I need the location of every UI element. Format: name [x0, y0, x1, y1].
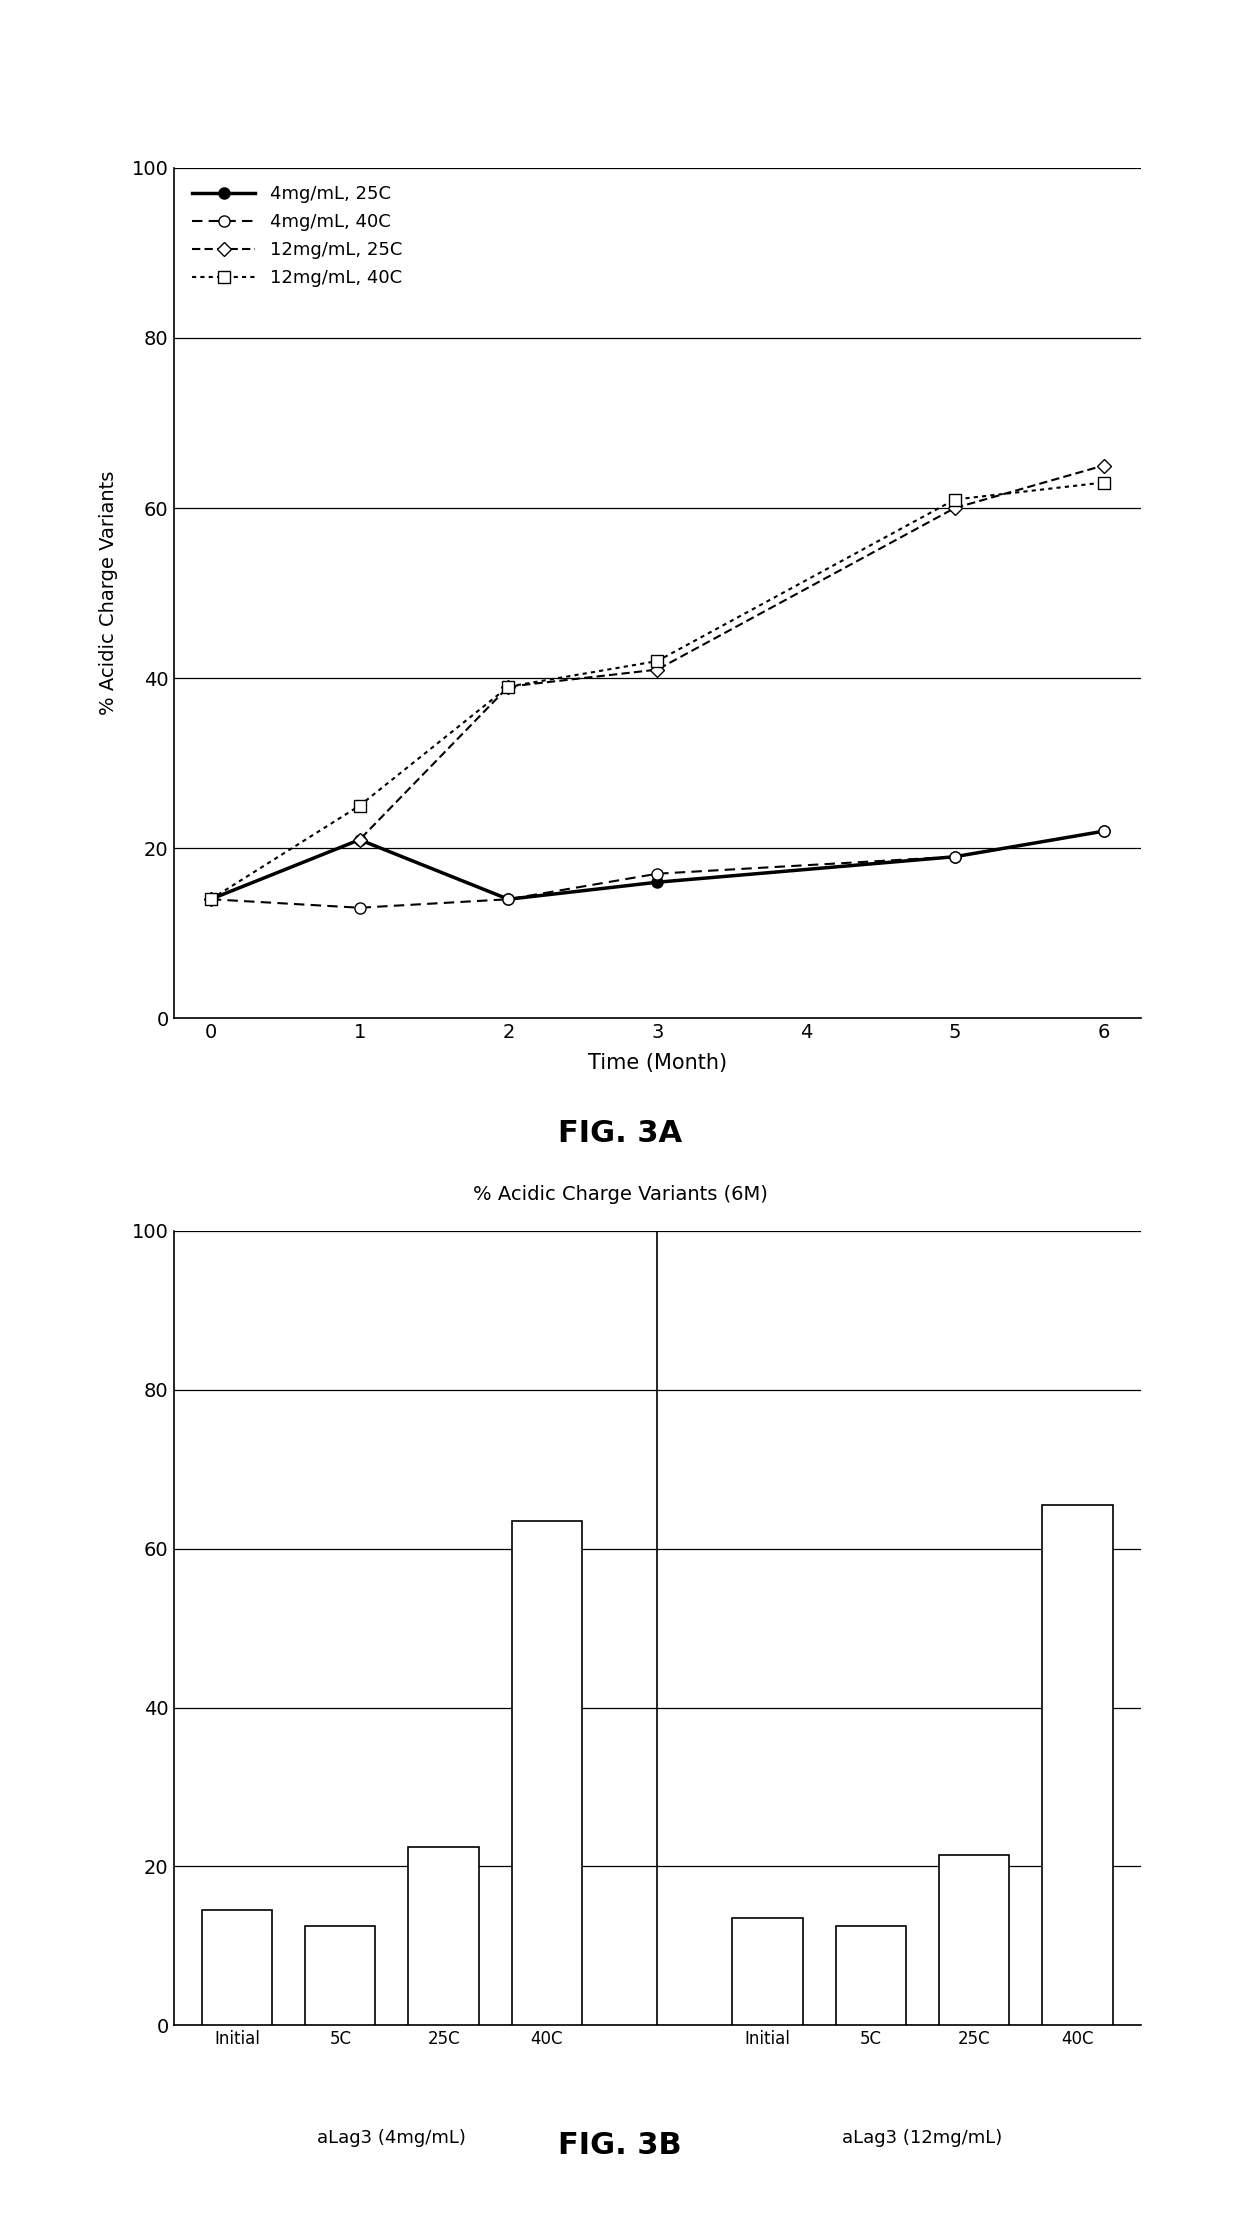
12mg/mL, 40C	[947, 486, 962, 513]
Line: 12mg/mL, 40C: 12mg/mL, 40C	[206, 477, 1109, 904]
4mg/mL, 25C	[501, 886, 516, 913]
Text: FIG. 3B: FIG. 3B	[558, 2131, 682, 2160]
4mg/mL, 40C	[352, 895, 367, 922]
X-axis label: Time (Month): Time (Month)	[588, 1054, 727, 1074]
Bar	[836, 1927, 906, 2025]
Bar	[202, 1911, 273, 2025]
4mg/mL, 25C	[203, 886, 218, 913]
Text: FIG. 3A: FIG. 3A	[558, 1119, 682, 1148]
Line: 4mg/mL, 25C: 4mg/mL, 25C	[206, 826, 1109, 904]
4mg/mL, 25C	[947, 844, 962, 871]
4mg/mL, 40C	[947, 844, 962, 871]
Y-axis label: % Acidic Charge Variants: % Acidic Charge Variants	[99, 470, 118, 716]
12mg/mL, 25C	[203, 886, 218, 913]
12mg/mL, 25C	[650, 656, 665, 683]
12mg/mL, 25C	[947, 495, 962, 521]
Bar	[733, 1918, 802, 2025]
4mg/mL, 25C	[650, 868, 665, 895]
12mg/mL, 40C	[352, 792, 367, 819]
12mg/mL, 40C	[1096, 470, 1111, 497]
Bar	[1042, 1504, 1112, 2025]
Text: % Acidic Charge Variants (6M): % Acidic Charge Variants (6M)	[472, 1186, 768, 1204]
4mg/mL, 40C	[203, 886, 218, 913]
Bar	[512, 1522, 582, 2025]
4mg/mL, 40C	[501, 886, 516, 913]
Line: 12mg/mL, 25C: 12mg/mL, 25C	[206, 461, 1109, 904]
Text: aLag3 (4mg/mL): aLag3 (4mg/mL)	[317, 2128, 466, 2146]
Bar	[408, 1846, 479, 2025]
Legend: 4mg/mL, 25C, 4mg/mL, 40C, 12mg/mL, 25C, 12mg/mL, 40C: 4mg/mL, 25C, 4mg/mL, 40C, 12mg/mL, 25C, …	[192, 186, 402, 286]
12mg/mL, 40C	[203, 886, 218, 913]
Bar	[939, 1855, 1009, 2025]
4mg/mL, 40C	[1096, 817, 1111, 844]
4mg/mL, 25C	[352, 826, 367, 853]
4mg/mL, 25C	[1096, 817, 1111, 844]
12mg/mL, 25C	[501, 674, 516, 700]
Bar	[305, 1927, 376, 2025]
12mg/mL, 25C	[1096, 452, 1111, 479]
12mg/mL, 40C	[650, 647, 665, 674]
Line: 4mg/mL, 40C: 4mg/mL, 40C	[206, 826, 1109, 913]
Text: aLag3 (12mg/mL): aLag3 (12mg/mL)	[842, 2128, 1003, 2146]
4mg/mL, 40C	[650, 859, 665, 886]
12mg/mL, 25C	[352, 826, 367, 853]
12mg/mL, 40C	[501, 674, 516, 700]
